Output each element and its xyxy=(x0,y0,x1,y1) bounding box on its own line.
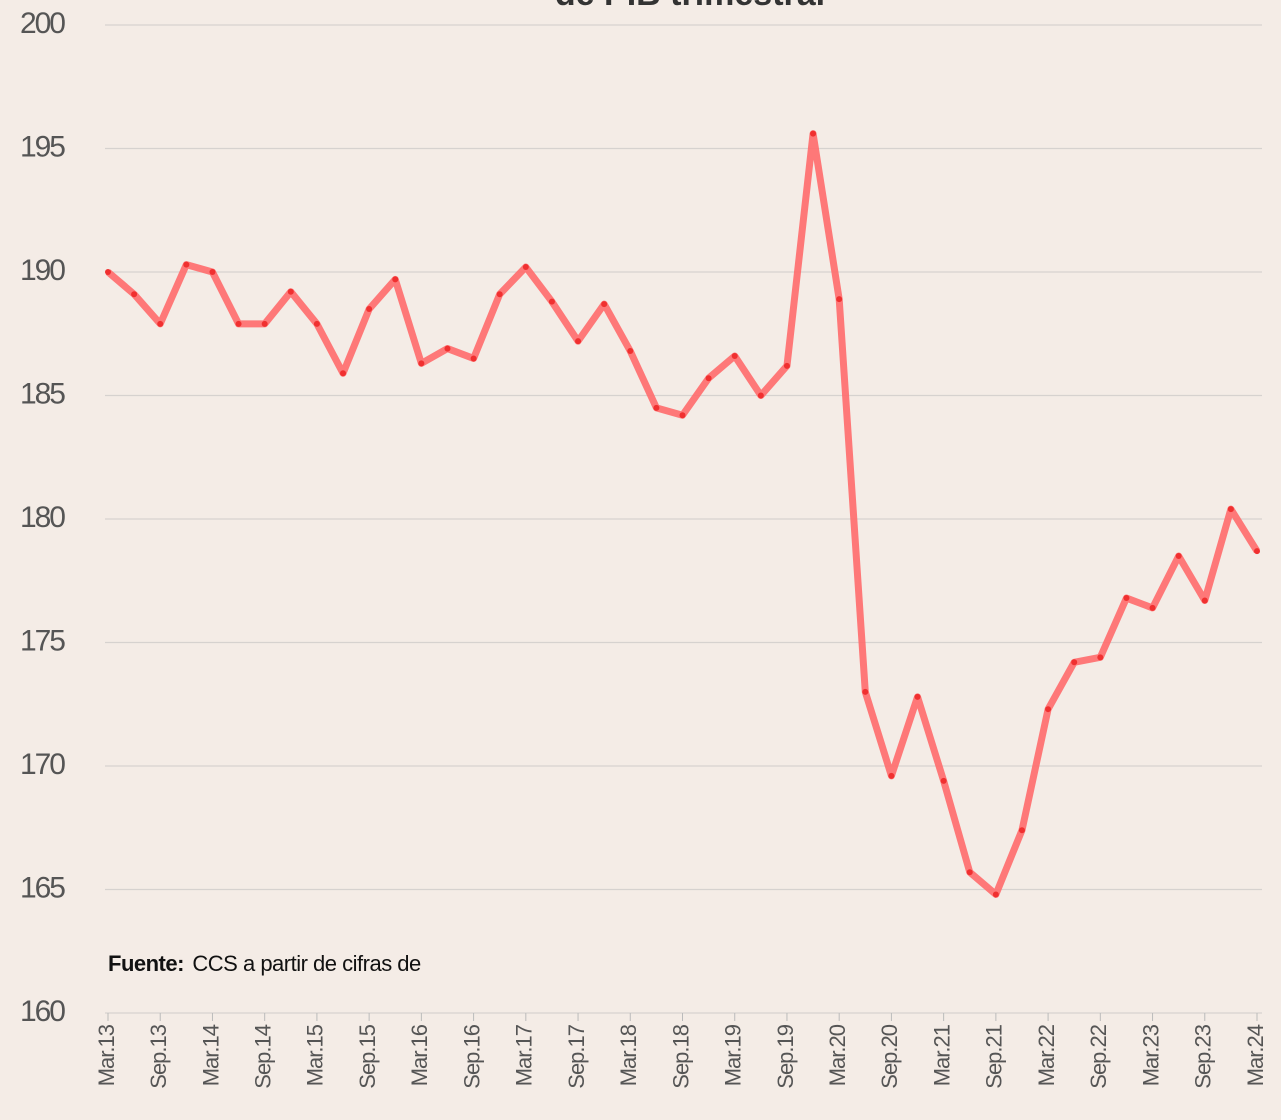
line-series xyxy=(105,130,1260,898)
data-point xyxy=(418,360,425,367)
data-point xyxy=(157,320,164,327)
data-point xyxy=(810,130,817,137)
x-tick-label: Sep.16 xyxy=(459,1024,484,1088)
source-note: Fuente: CCS a partir de cifras de xyxy=(108,951,421,976)
data-point xyxy=(366,306,373,313)
data-point xyxy=(183,261,190,268)
data-point xyxy=(1123,595,1130,602)
data-point xyxy=(940,777,947,784)
x-tick-label: Mar.13 xyxy=(94,1024,119,1086)
data-point xyxy=(914,693,921,700)
data-point xyxy=(1227,506,1234,513)
data-point xyxy=(235,320,242,327)
x-tick-label: Sep.18 xyxy=(668,1024,693,1088)
data-point xyxy=(731,352,738,359)
x-tick-label: Mar.21 xyxy=(929,1024,954,1086)
data-point xyxy=(888,772,895,779)
data-point xyxy=(783,362,790,369)
x-tick-label: Mar.14 xyxy=(198,1024,223,1086)
data-point xyxy=(653,404,660,411)
x-tick-label: Mar.15 xyxy=(303,1024,328,1086)
data-point xyxy=(261,320,268,327)
x-tick-label: Mar.23 xyxy=(1138,1024,1163,1086)
data-point xyxy=(313,320,320,327)
y-tick-label: 190 xyxy=(20,254,65,287)
y-tick-label: 195 xyxy=(20,130,65,163)
data-point xyxy=(1071,659,1078,666)
data-point xyxy=(627,348,634,355)
data-point xyxy=(1175,553,1182,560)
data-point xyxy=(1201,597,1208,604)
data-point xyxy=(105,269,111,275)
data-point xyxy=(131,291,138,298)
x-tick-label: Mar.19 xyxy=(721,1024,746,1086)
data-point xyxy=(705,375,712,382)
data-point xyxy=(1045,706,1052,713)
x-tick-label: Sep.22 xyxy=(1086,1024,1111,1088)
x-tick-label: Mar.22 xyxy=(1034,1024,1059,1086)
x-tick-label: Sep.13 xyxy=(146,1024,171,1088)
data-point xyxy=(992,891,999,898)
y-tick-label: 200 xyxy=(20,7,65,40)
x-tick-label: Sep.14 xyxy=(250,1024,275,1088)
y-tick-label: 180 xyxy=(20,501,65,534)
data-point xyxy=(340,370,347,377)
x-tick-label: Sep.15 xyxy=(355,1024,380,1088)
source-label: Fuente: xyxy=(108,951,184,976)
y-tick-label: 165 xyxy=(20,871,65,904)
source-text: CCS a partir de cifras de xyxy=(192,951,421,976)
x-tick-label: Sep.17 xyxy=(564,1024,589,1088)
x-tick-label: Mar.18 xyxy=(616,1024,641,1086)
y-tick-label: 185 xyxy=(20,377,65,410)
x-tick-label: Mar.24 xyxy=(1243,1024,1268,1086)
data-point xyxy=(496,291,503,298)
data-point xyxy=(862,688,869,695)
data-point xyxy=(575,338,582,345)
data-point xyxy=(209,269,216,275)
data-point xyxy=(679,412,686,419)
y-tick-label: 175 xyxy=(20,624,65,657)
x-tick-label: Mar.16 xyxy=(407,1024,432,1086)
x-tick-label: Mar.20 xyxy=(825,1024,850,1086)
data-point xyxy=(1149,604,1156,611)
x-tick-label: Sep.19 xyxy=(773,1024,798,1088)
data-point xyxy=(522,264,529,271)
data-point xyxy=(287,288,294,295)
data-point xyxy=(548,298,555,305)
chart-title: de PIB trimestral xyxy=(555,0,825,13)
data-point xyxy=(444,345,451,352)
data-point xyxy=(470,355,477,362)
data-point xyxy=(1097,654,1104,661)
data-point xyxy=(757,392,764,399)
x-tick-label: Sep.23 xyxy=(1191,1024,1216,1088)
x-tick-label: Mar.17 xyxy=(512,1024,537,1086)
y-tick-label: 160 xyxy=(20,995,65,1028)
data-point xyxy=(601,301,608,308)
data-point xyxy=(1018,827,1025,834)
x-tick-label: Sep.20 xyxy=(877,1024,902,1088)
data-point xyxy=(836,296,843,303)
y-tick-label: 170 xyxy=(20,748,65,781)
data-point xyxy=(966,869,973,876)
data-point xyxy=(392,276,399,283)
data-point xyxy=(1254,548,1260,555)
x-tick-label: Sep.21 xyxy=(982,1024,1007,1088)
